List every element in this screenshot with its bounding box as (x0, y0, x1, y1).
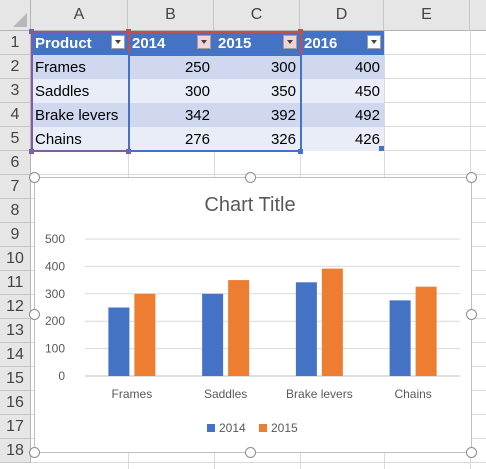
table-header-label: Product (35, 34, 92, 52)
category-range-highlight (31, 31, 130, 152)
y-tick-label: 400 (45, 259, 65, 273)
table-cell[interactable]: 250 (128, 55, 214, 79)
bar-2014-frames[interactable] (108, 307, 130, 377)
y-axis-tick-labels: 0 100 200 300 400 500 (45, 232, 65, 383)
legend-swatch (259, 424, 267, 432)
row-header-6[interactable]: 6 (0, 151, 31, 175)
select-all-corner[interactable] (0, 0, 31, 31)
x-axis-category-labels: Frames Saddles Brake levers Chains (112, 387, 432, 401)
table-cell[interactable]: 326 (214, 127, 300, 151)
table-cell[interactable]: 392 (214, 103, 300, 127)
x-category-label: Frames (112, 387, 153, 401)
row-header-13[interactable]: 13 (0, 319, 31, 343)
bar-2015-frames[interactable] (134, 293, 156, 376)
column-header-e[interactable]: E (384, 0, 470, 31)
legend-label[interactable]: 2014 (219, 421, 246, 435)
table-cell[interactable]: 426 (300, 127, 384, 151)
row-header-2[interactable]: 2 (0, 55, 31, 79)
row-header-17[interactable]: 17 (0, 415, 31, 439)
column-header-d[interactable]: D (300, 0, 384, 31)
table-cell[interactable]: 492 (300, 103, 384, 127)
chart-resize-handle[interactable] (29, 447, 40, 458)
column-header-c[interactable]: C (214, 0, 300, 31)
table-resize-handle[interactable] (379, 146, 384, 151)
table-cell[interactable]: 400 (300, 55, 384, 79)
table-header-2014[interactable]: 2014 (128, 31, 214, 55)
row-header-11[interactable]: 11 (0, 271, 31, 295)
x-category-label: Brake levers (286, 387, 353, 401)
table-cell[interactable]: 300 (214, 55, 300, 79)
chart-legend: 2014 2015 (207, 421, 298, 435)
series-name-range-highlight (128, 31, 302, 55)
bar-2015-saddles[interactable] (228, 280, 250, 376)
table-cell[interactable]: 350 (214, 79, 300, 103)
chart-resize-handle[interactable] (466, 447, 477, 458)
bar-2015-chains[interactable] (415, 286, 437, 376)
chart-resize-handle[interactable] (245, 447, 256, 458)
row-header-5[interactable]: 5 (0, 127, 31, 151)
chart-resize-handle[interactable] (245, 172, 256, 183)
column-chart: Chart Title 0 100 200 300 400 500 Frames Saddl… (45, 194, 460, 435)
filter-dropdown-icon[interactable] (111, 35, 125, 49)
column-header-b[interactable]: B (128, 0, 214, 31)
chart-resize-handle[interactable] (466, 172, 477, 183)
table-cell[interactable]: 276 (128, 127, 214, 151)
chart-bars (108, 268, 437, 377)
table-cell[interactable]: Frames (31, 55, 128, 79)
x-category-label: Chains (394, 387, 431, 401)
table-header-label: 2015 (218, 34, 252, 52)
filter-dropdown-icon[interactable] (283, 35, 297, 49)
row-header-4[interactable]: 4 (0, 103, 31, 127)
row-header-9[interactable]: 9 (0, 223, 31, 247)
values-range-highlight (128, 54, 302, 152)
chart-area[interactable]: Chart Title 0 100 200 300 400 500 Frames Saddl… (34, 177, 472, 453)
row-header-15[interactable]: 15 (0, 367, 31, 391)
bar-2014-chains[interactable] (389, 300, 411, 376)
legend-swatch (207, 424, 215, 432)
table-cell[interactable]: 300 (128, 79, 214, 103)
row-header-8[interactable]: 8 (0, 199, 31, 223)
table-header-2016[interactable]: 2016 (300, 31, 384, 55)
bar-2015-brake-levers[interactable] (321, 268, 343, 376)
table-header-label: 2014 (132, 34, 166, 52)
y-tick-label: 200 (45, 314, 65, 328)
row-header-14[interactable]: 14 (0, 343, 31, 367)
filter-dropdown-icon[interactable] (197, 35, 211, 49)
column-header-a[interactable]: A (31, 0, 128, 31)
chart-resize-handle[interactable] (29, 172, 40, 183)
table-cell[interactable]: 342 (128, 103, 214, 127)
table-header-product[interactable]: Product (31, 31, 128, 55)
chart-resize-handle[interactable] (29, 309, 40, 320)
table-cell[interactable]: Saddles (31, 79, 128, 103)
bar-2014-brake-levers[interactable] (295, 282, 317, 376)
table-cell[interactable]: 450 (300, 79, 384, 103)
x-category-label: Saddles (204, 387, 247, 401)
chart-resize-handle[interactable] (466, 309, 477, 320)
y-tick-label: 0 (58, 369, 65, 383)
bar-2014-saddles[interactable] (202, 293, 224, 376)
table-cell[interactable]: Brake levers (31, 103, 128, 127)
table-header-label: 2016 (304, 34, 338, 52)
table-header-2015[interactable]: 2015 (214, 31, 300, 55)
row-header-7[interactable]: 7 (0, 175, 31, 199)
legend-label[interactable]: 2015 (271, 421, 298, 435)
row-header-3[interactable]: 3 (0, 79, 31, 103)
y-tick-label: 300 (45, 287, 65, 301)
row-header-16[interactable]: 16 (0, 391, 31, 415)
y-tick-label: 500 (45, 232, 65, 246)
row-header-1[interactable]: 1 (0, 31, 31, 55)
chart-title[interactable]: Chart Title (204, 194, 295, 216)
row-header-18[interactable]: 18 (0, 439, 31, 463)
y-tick-label: 100 (45, 342, 65, 356)
filter-dropdown-icon[interactable] (367, 35, 381, 49)
column-header-f[interactable] (470, 0, 486, 31)
table-cell[interactable]: Chains (31, 127, 128, 151)
row-header-10[interactable]: 10 (0, 247, 31, 271)
row-header-12[interactable]: 12 (0, 295, 31, 319)
